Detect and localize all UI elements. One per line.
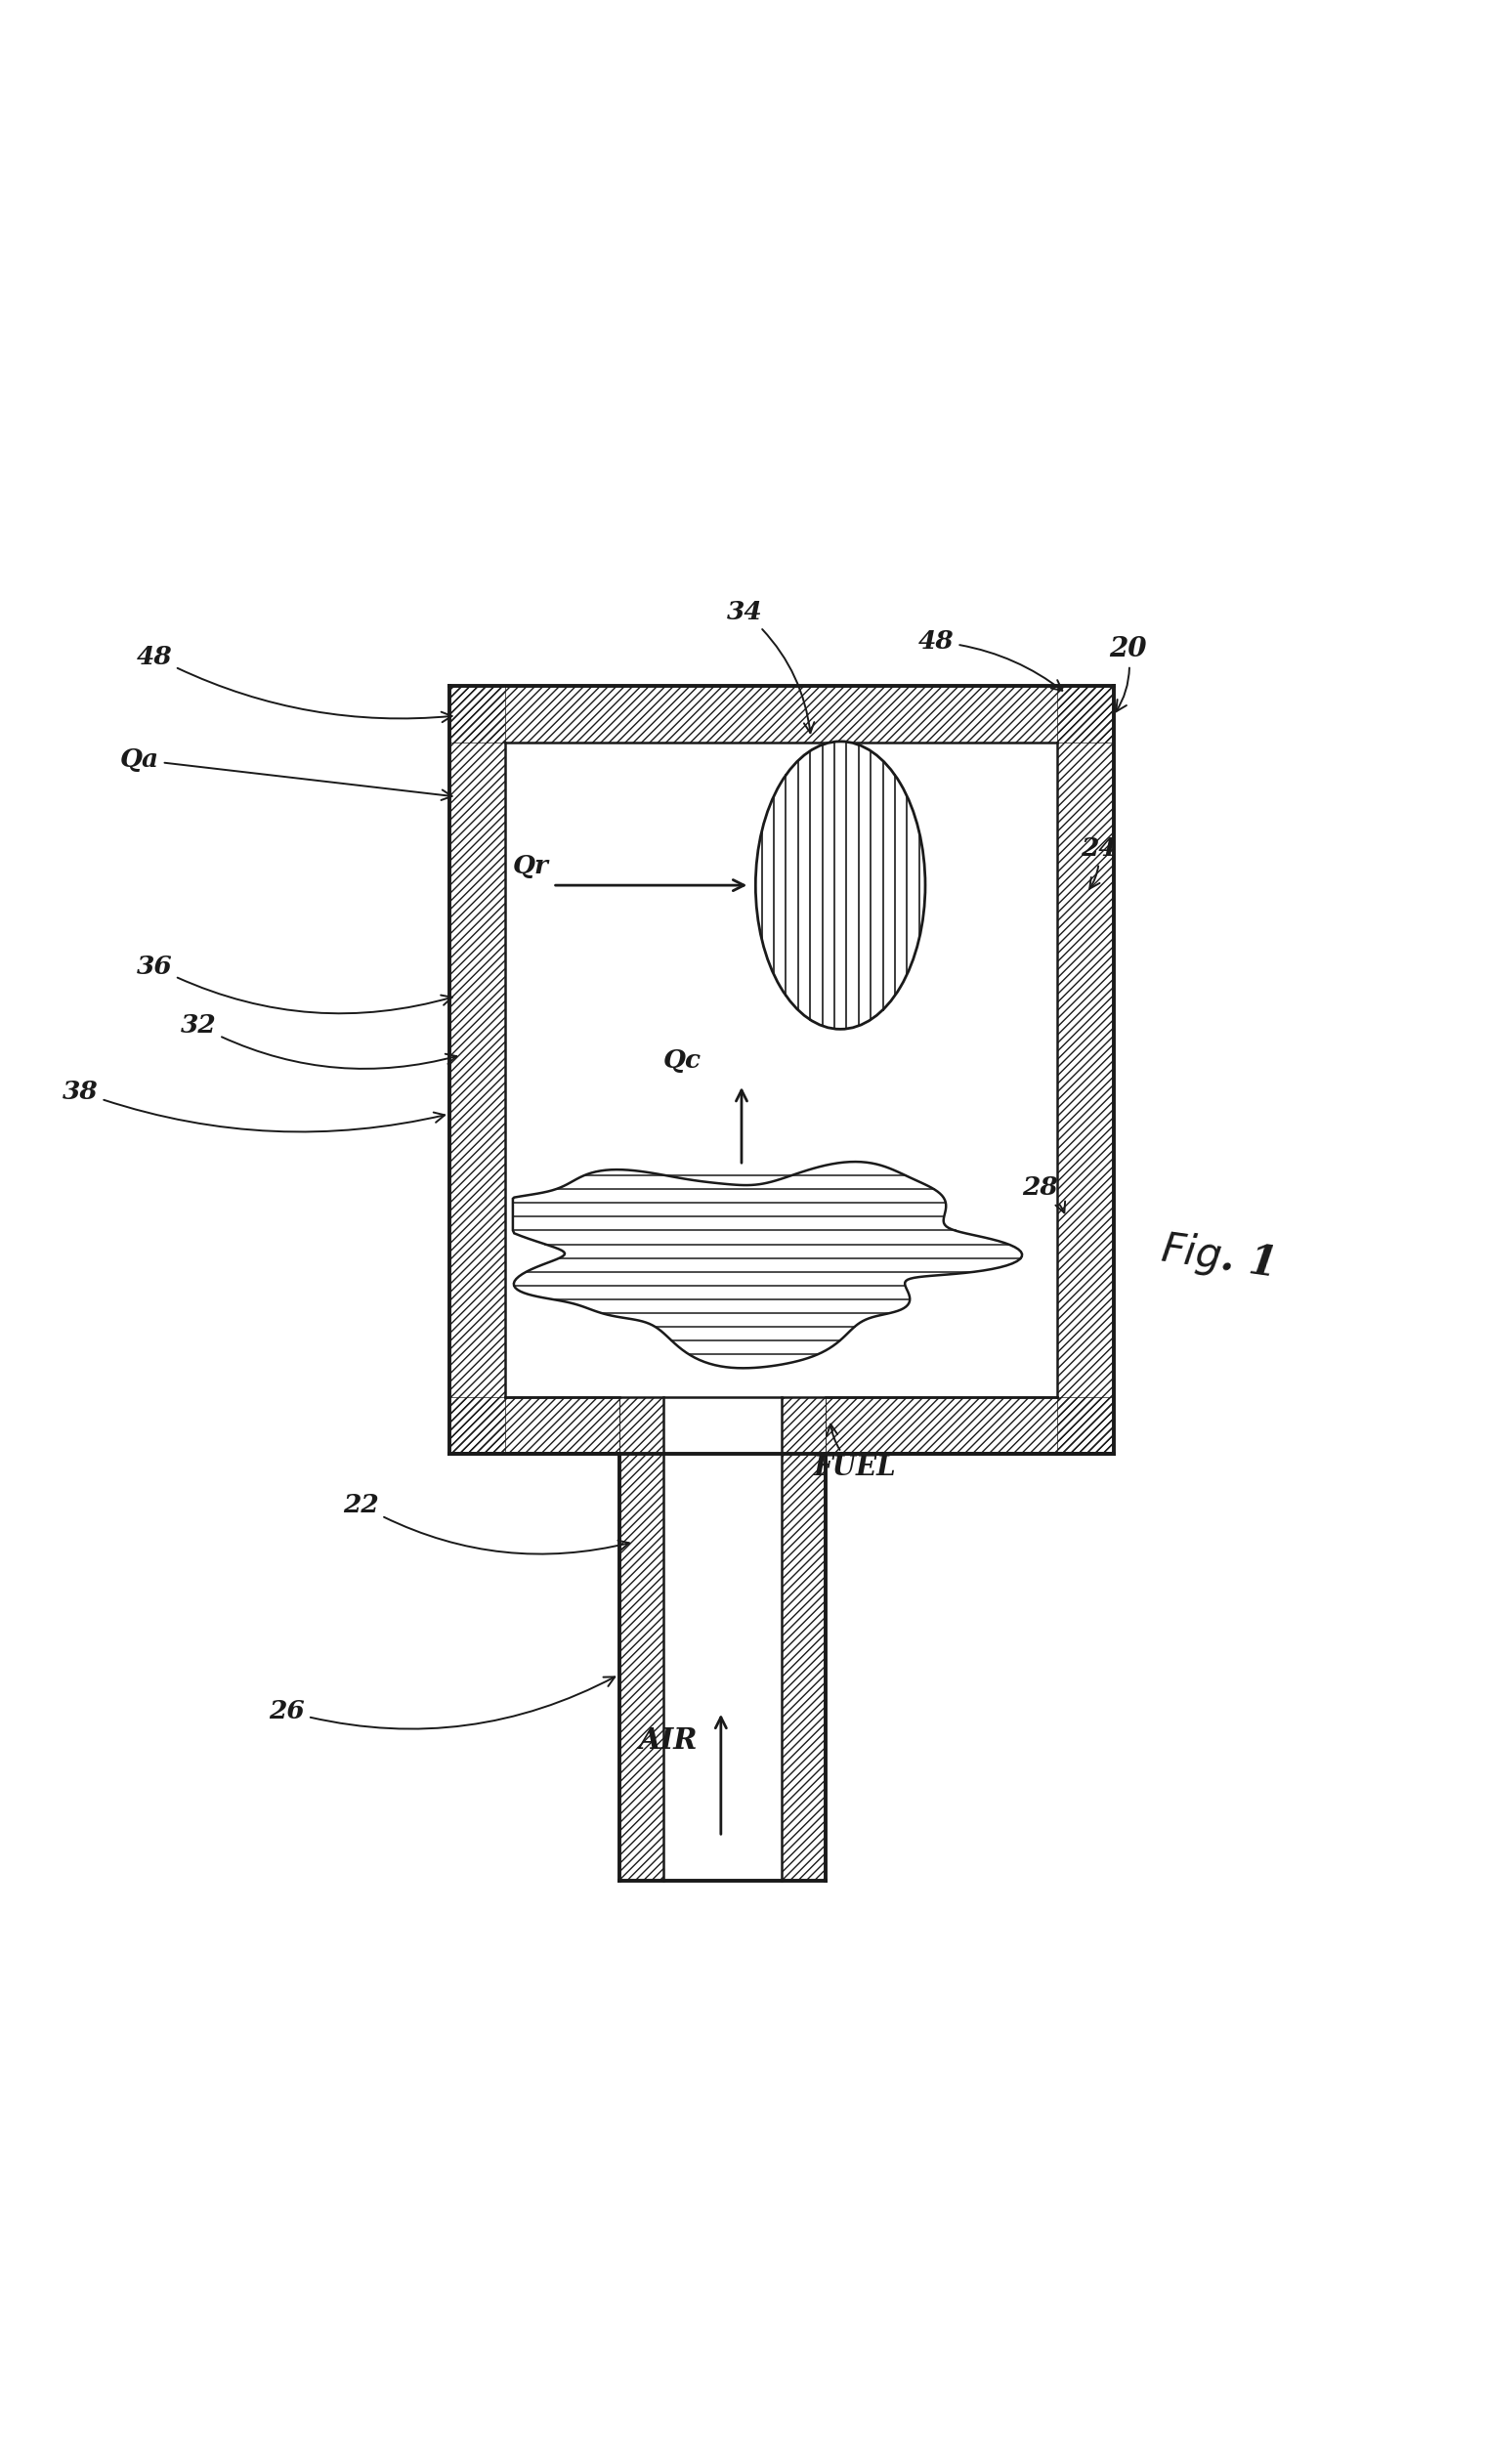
Text: FUEL: FUEL <box>814 1424 896 1481</box>
Polygon shape <box>512 1161 1021 1368</box>
Text: 32: 32 <box>180 1013 457 1069</box>
Bar <box>1057 685 1114 1454</box>
Text: Qc: Qc <box>664 1050 701 1072</box>
Text: 22: 22 <box>342 1493 630 1555</box>
Bar <box>505 742 1057 1397</box>
Bar <box>619 1397 664 1880</box>
Ellipse shape <box>755 742 925 1030</box>
Bar <box>825 1397 1114 1454</box>
Text: 34: 34 <box>727 601 814 732</box>
Text: 28: 28 <box>1021 1175 1065 1212</box>
Bar <box>450 685 505 1454</box>
Text: 24: 24 <box>1081 835 1117 890</box>
Text: 36: 36 <box>137 954 453 1013</box>
Text: 48: 48 <box>919 631 1062 690</box>
Text: 38: 38 <box>63 1079 445 1131</box>
Bar <box>825 1397 1114 1454</box>
Text: 20: 20 <box>1109 636 1147 712</box>
Bar <box>450 685 1114 742</box>
Text: AIR: AIR <box>639 1727 697 1754</box>
Bar <box>619 1397 664 1880</box>
Bar <box>450 1397 619 1454</box>
Text: 48: 48 <box>137 646 453 722</box>
Text: Qr: Qr <box>512 855 548 877</box>
Bar <box>782 1397 825 1880</box>
Bar <box>664 1308 782 1880</box>
Bar <box>450 685 505 1454</box>
Text: Qa: Qa <box>121 747 453 801</box>
Bar <box>450 685 1114 742</box>
Bar <box>782 1397 825 1880</box>
Text: $\mathit{Fig}$. 1: $\mathit{Fig}$. 1 <box>1157 1227 1276 1286</box>
Bar <box>1057 685 1114 1454</box>
Bar <box>450 1397 619 1454</box>
Text: 26: 26 <box>270 1678 615 1730</box>
